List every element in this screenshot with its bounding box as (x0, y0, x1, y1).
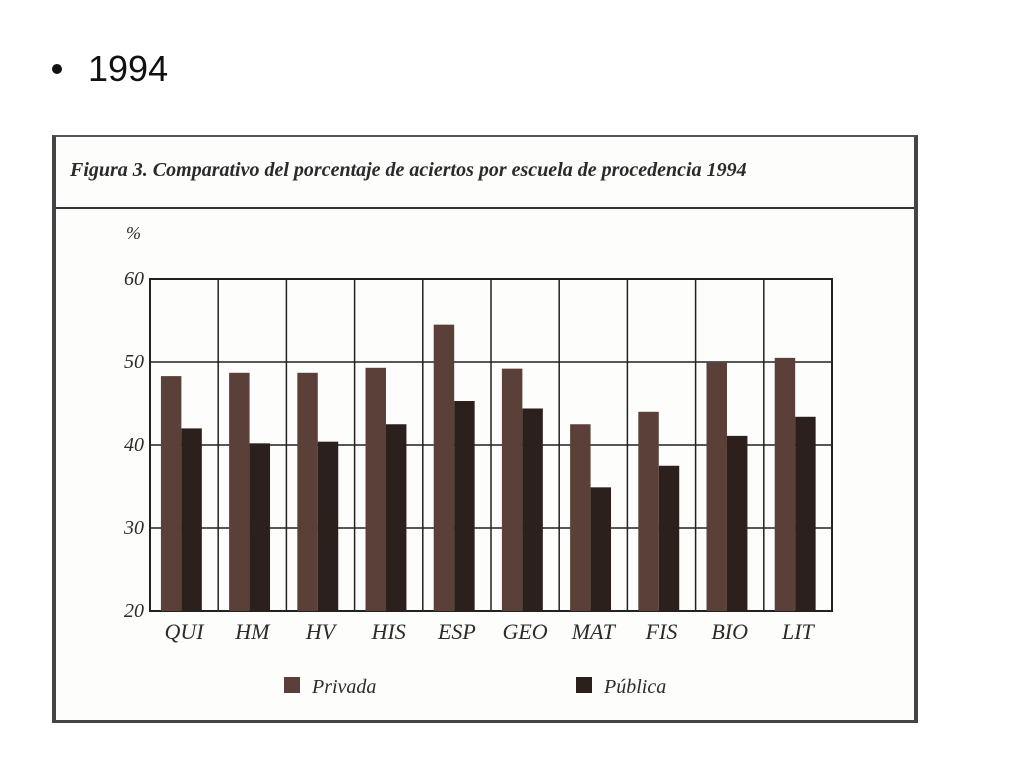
bar-publica (590, 487, 612, 611)
bar-publica (454, 401, 475, 611)
bar-publica (795, 416, 816, 611)
bar-publica (181, 428, 202, 611)
x-tick-label: HIS (371, 619, 406, 644)
bar-publica (658, 465, 680, 611)
bar-privada (433, 324, 455, 611)
bullet-item: 1994 (52, 48, 168, 90)
x-tick-label: HV (305, 619, 338, 644)
x-tick-label: LIT (781, 619, 816, 644)
bar-privada (297, 372, 318, 611)
y-tick-label: 50 (124, 351, 144, 373)
bar-privada (160, 376, 182, 611)
legend-label: Pública (603, 676, 666, 698)
bar-privada (501, 368, 523, 611)
bullet-text: 1994 (88, 48, 169, 89)
bullet-icon (52, 64, 62, 74)
legend-label: Privada (311, 676, 376, 698)
bar-privada (365, 367, 386, 611)
x-tick-label: ESP (437, 619, 476, 644)
chart-title: Figura 3. Comparativo del porcentaje de … (70, 159, 747, 181)
y-tick-label: 60 (124, 268, 144, 290)
bar-publica (249, 443, 271, 611)
bar-publica (726, 435, 748, 611)
bar-privada (570, 424, 591, 611)
x-tick-label: FIS (645, 619, 678, 644)
bar-chart: % 20 30 40 50 60 QUI HM HV HIS ESP GEO MAT FIS BIO LIT… (123, 223, 833, 698)
y-axis-label: % (126, 223, 141, 243)
x-tick-label: BIO (711, 619, 748, 644)
bar-publica (385, 424, 407, 611)
x-tick-label: QUI (165, 619, 206, 644)
x-tick-label: GEO (502, 619, 547, 644)
bar-privada (706, 362, 727, 611)
legend-swatch (576, 677, 592, 693)
y-tick-label: 30 (123, 517, 144, 539)
x-tick-label: HM (234, 619, 271, 644)
bar-privada (638, 411, 659, 611)
y-tick-label: 20 (124, 600, 144, 622)
bar-privada (229, 372, 250, 611)
x-tick-label: MAT (571, 619, 617, 644)
bar-publica (522, 408, 543, 611)
title-divider (56, 207, 914, 209)
bar-privada (774, 357, 796, 611)
legend-swatch (284, 677, 300, 693)
y-tick-label: 40 (124, 434, 144, 456)
bar-publica (317, 441, 339, 611)
figure-frame: Figura 3. Comparativo del porcentaje de … (52, 135, 918, 723)
